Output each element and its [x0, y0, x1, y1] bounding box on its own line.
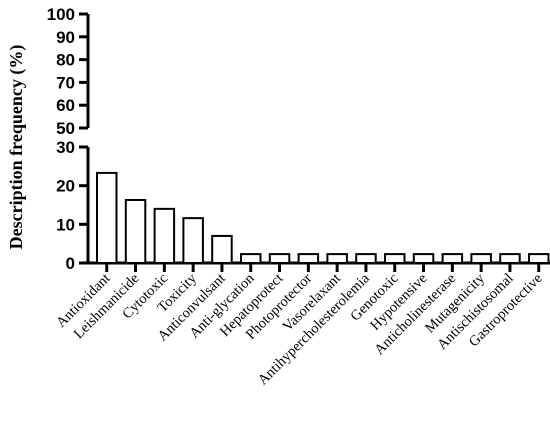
category-labels: AntioxidantLeishmanicideCytotoxicToxicit… — [53, 270, 545, 388]
y-tick-label: 70 — [56, 73, 75, 92]
bar — [528, 253, 550, 265]
y-tick-label: 90 — [56, 28, 75, 47]
y-tick-label: 60 — [56, 96, 75, 115]
y-axis-title: Description frequency (%) — [6, 45, 27, 250]
bar — [153, 207, 176, 265]
bar — [182, 217, 204, 264]
ticks: 50 60 70 80 90 100 0 10 20 30 — [47, 5, 541, 273]
bar — [96, 171, 118, 264]
bar — [355, 253, 377, 265]
y-tick-label: 100 — [47, 5, 75, 24]
bar — [326, 253, 348, 265]
bar — [499, 253, 521, 265]
bar — [268, 253, 291, 265]
bars — [96, 171, 550, 265]
bar — [470, 253, 492, 265]
y-tick-label: 0 — [66, 254, 75, 273]
bar — [297, 253, 320, 265]
bar — [124, 198, 147, 264]
bar — [412, 253, 435, 265]
bar — [240, 253, 262, 265]
bar — [441, 253, 464, 265]
bar — [384, 253, 406, 265]
y-tick-label: 30 — [56, 138, 75, 157]
bar — [211, 234, 233, 264]
y-tick-label: 20 — [56, 177, 75, 196]
y-tick-label: 50 — [56, 119, 75, 138]
y-tick-label: 10 — [56, 215, 75, 234]
y-tick-label: 80 — [56, 51, 75, 70]
